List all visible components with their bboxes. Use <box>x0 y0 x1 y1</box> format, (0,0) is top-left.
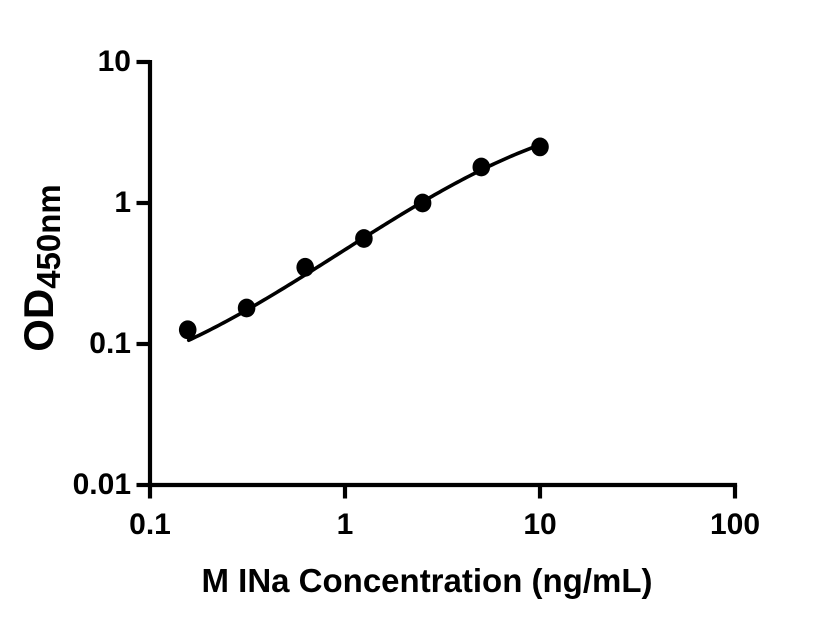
y-axis-title: OD450nm <box>14 118 67 418</box>
data-point <box>178 320 197 340</box>
data-point <box>355 229 373 248</box>
data-point <box>296 257 315 277</box>
data-point <box>531 137 549 157</box>
y-tick-label-0.1: 0.1 <box>89 327 131 360</box>
y-tick-label-10: 10 <box>97 45 131 78</box>
x-tick-label-10: 10 <box>523 508 557 541</box>
data-point <box>472 157 491 177</box>
x-tick-label-1: 1 <box>336 508 354 541</box>
x-tick-label-0.1: 0.1 <box>129 508 171 541</box>
data-point <box>237 298 256 318</box>
x-tick-label-100: 100 <box>709 508 761 541</box>
x-axis-title: M INa Concentration (ng/mL) <box>201 562 653 599</box>
y-tick-label-0.01: 0.01 <box>72 468 131 501</box>
y-tick-label-1: 1 <box>114 186 131 219</box>
data-point <box>413 193 432 213</box>
